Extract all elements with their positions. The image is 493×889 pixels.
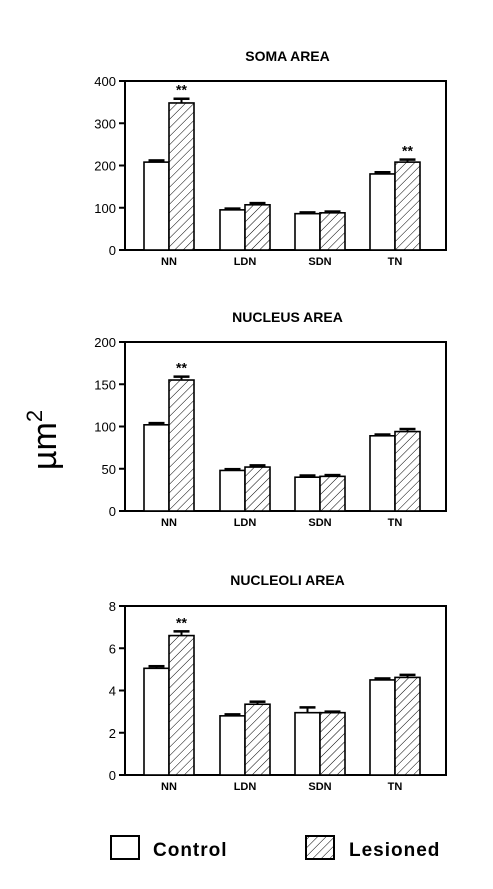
y-tick-label: 4 [109, 684, 116, 699]
bar-lesioned-sdn [319, 711, 346, 776]
y-tick-label: 100 [94, 201, 116, 216]
x-tick-label: NN [161, 256, 177, 268]
legend-swatch-control [110, 835, 140, 860]
x-tick-label: TN [388, 517, 403, 529]
x-tick-label: SDN [308, 781, 331, 793]
chart-title: NUCLEUS AREA [232, 309, 343, 325]
chart-title: SOMA AREA [245, 48, 330, 64]
bar-control-sdn [294, 212, 321, 251]
bar-control-tn [369, 679, 396, 776]
significance-marker: ** [176, 82, 187, 98]
y-tick-label: 150 [94, 377, 116, 392]
bar-lesioned-tn [394, 430, 421, 512]
chart-panel: SOMA AREA 0 100 200 300 400 NN LDN SDN TN ** ** [94, 48, 447, 268]
bar-control-ldn [219, 209, 246, 251]
bar-lesioned-tn [394, 676, 421, 776]
bar-control-ldn [219, 715, 246, 776]
legend-label-lesioned: Lesioned [349, 840, 440, 861]
x-tick-label: TN [388, 256, 403, 268]
legend-label-control: Control [153, 840, 228, 861]
y-tick-label: 0 [109, 243, 116, 258]
significance-marker: ** [176, 360, 187, 376]
y-tick-label: 6 [109, 641, 116, 656]
bar-lesioned-sdn [319, 475, 346, 512]
bar-control-nn [143, 424, 170, 512]
y-tick-label: 200 [94, 335, 116, 350]
y-tick-label: 200 [94, 159, 116, 174]
x-tick-label: LDN [234, 256, 257, 268]
y-tick-label: 0 [109, 504, 116, 519]
x-tick-label: SDN [308, 256, 331, 268]
y-tick-label: 0 [109, 768, 116, 783]
y-tick-label: 300 [94, 116, 116, 131]
bar-control-tn [369, 434, 396, 512]
bar-lesioned-ldn [244, 466, 271, 512]
chart-panel: NUCLEUS AREA 0 50 100 150 200 NN LDN SDN TN ** [94, 309, 447, 529]
legend: Control Lesioned [110, 835, 440, 861]
bar-lesioned-ldn [244, 203, 271, 251]
bar-lesioned-tn [394, 161, 421, 251]
bar-control-ldn [219, 469, 246, 512]
significance-marker: ** [176, 614, 187, 630]
bar-lesioned-nn [168, 379, 195, 512]
y-tick-label: 100 [94, 420, 116, 435]
y-axis-label: µm2 [22, 410, 64, 470]
x-tick-label: NN [161, 517, 177, 529]
x-tick-label: SDN [308, 517, 331, 529]
x-tick-label: LDN [234, 517, 257, 529]
bar-lesioned-sdn [319, 212, 346, 251]
bar-lesioned-ldn [244, 703, 271, 776]
bar-control-sdn [294, 711, 321, 776]
bar-lesioned-nn [168, 634, 195, 776]
y-tick-label: 8 [109, 599, 116, 614]
y-tick-label: 2 [109, 726, 116, 741]
chart-panel: NUCLEOLI AREA 0 2 4 6 8 NN LDN SDN TN ** [109, 572, 447, 793]
legend-swatch-lesioned [305, 835, 335, 860]
bar-control-nn [143, 667, 170, 776]
bar-control-nn [143, 161, 170, 251]
y-tick-label: 400 [94, 74, 116, 89]
x-tick-label: LDN [234, 781, 257, 793]
x-tick-label: TN [388, 781, 403, 793]
bar-control-tn [369, 173, 396, 251]
y-tick-label: 50 [102, 462, 116, 477]
x-tick-label: NN [161, 781, 177, 793]
bar-control-sdn [294, 476, 321, 512]
bar-lesioned-nn [168, 102, 195, 251]
significance-marker: ** [402, 143, 413, 159]
chart-title: NUCLEOLI AREA [230, 572, 345, 588]
